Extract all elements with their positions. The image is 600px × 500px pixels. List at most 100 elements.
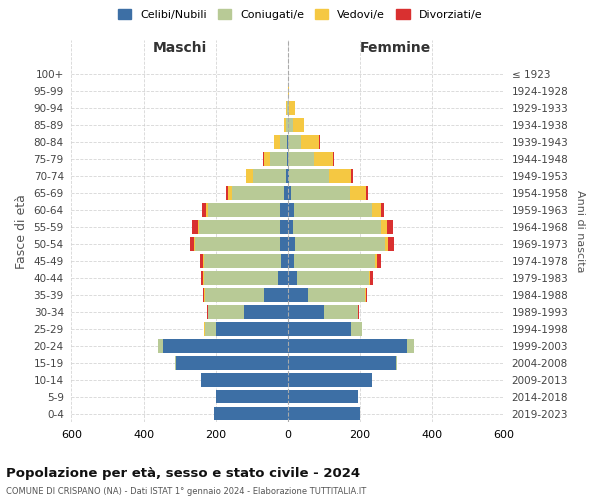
Bar — [380, 204, 384, 216]
Bar — [287, 322, 351, 336]
Bar — [287, 204, 294, 216]
Bar — [287, 84, 289, 98]
Bar — [253, 170, 286, 182]
Bar — [385, 238, 388, 250]
Bar — [203, 254, 204, 268]
Y-axis label: Fasce di età: Fasce di età — [15, 194, 28, 268]
Bar — [370, 272, 373, 284]
Bar — [197, 220, 199, 234]
Bar — [175, 356, 176, 370]
Bar — [293, 118, 304, 132]
Bar — [263, 152, 264, 166]
Bar — [190, 238, 194, 250]
Bar — [287, 220, 293, 234]
Bar — [287, 102, 289, 114]
Bar — [329, 170, 351, 182]
Bar — [246, 170, 253, 182]
Bar — [289, 170, 329, 182]
Bar — [208, 204, 280, 216]
Bar — [281, 254, 287, 268]
Bar — [287, 238, 295, 250]
Bar — [407, 340, 414, 352]
Bar — [365, 288, 366, 302]
Bar — [314, 152, 334, 166]
Bar — [203, 272, 204, 284]
Bar — [226, 186, 227, 200]
Bar — [284, 118, 286, 132]
Bar — [280, 220, 287, 234]
Bar — [289, 102, 295, 114]
Bar — [205, 288, 264, 302]
Bar — [295, 238, 385, 250]
Bar — [204, 272, 278, 284]
Bar — [287, 373, 373, 386]
Bar — [215, 322, 287, 336]
Bar — [366, 186, 368, 200]
Bar — [287, 340, 407, 352]
Bar — [286, 102, 287, 114]
Bar — [290, 186, 350, 200]
Bar — [163, 340, 287, 352]
Bar — [287, 356, 396, 370]
Bar — [286, 118, 287, 132]
Bar — [301, 136, 319, 148]
Bar — [200, 254, 203, 268]
Bar — [284, 186, 287, 200]
Bar — [287, 272, 297, 284]
Bar — [195, 238, 280, 250]
Bar — [293, 220, 382, 234]
Bar — [204, 254, 281, 268]
Bar — [280, 238, 287, 250]
Bar — [350, 186, 366, 200]
Text: COMUNE DI CRISPANO (NA) - Dati ISTAT 1° gennaio 2024 - Elaborazione TUTTITALIA.I: COMUNE DI CRISPANO (NA) - Dati ISTAT 1° … — [6, 487, 366, 496]
Bar — [280, 204, 287, 216]
Bar — [278, 272, 287, 284]
Bar — [289, 136, 301, 148]
Bar — [158, 340, 163, 352]
Bar — [387, 220, 393, 234]
Bar — [382, 220, 387, 234]
Bar — [199, 220, 280, 234]
Bar — [232, 186, 284, 200]
Bar — [244, 306, 287, 318]
Bar — [369, 272, 370, 284]
Bar — [286, 170, 287, 182]
Bar — [287, 390, 358, 404]
Bar — [287, 136, 289, 148]
Text: Femmine: Femmine — [360, 42, 431, 56]
Bar — [294, 254, 375, 268]
Bar — [264, 288, 287, 302]
Bar — [351, 170, 353, 182]
Bar — [287, 306, 324, 318]
Bar — [208, 306, 244, 318]
Bar — [388, 238, 394, 250]
Y-axis label: Anni di nascita: Anni di nascita — [575, 190, 585, 272]
Bar — [289, 152, 314, 166]
Bar — [351, 322, 362, 336]
Bar — [202, 204, 206, 216]
Bar — [280, 136, 287, 148]
Bar — [271, 152, 287, 166]
Bar — [308, 288, 365, 302]
Bar — [371, 204, 380, 216]
Bar — [203, 288, 205, 302]
Bar — [287, 288, 308, 302]
Legend: Celibi/Nubili, Coniugati/e, Vedovi/e, Divorziati/e: Celibi/Nubili, Coniugati/e, Vedovi/e, Di… — [115, 6, 485, 23]
Bar — [227, 186, 232, 200]
Bar — [287, 407, 360, 420]
Bar — [297, 272, 369, 284]
Bar — [287, 170, 289, 182]
Bar — [215, 390, 287, 404]
Bar — [264, 152, 271, 166]
Bar — [287, 254, 294, 268]
Bar — [205, 322, 215, 336]
Bar — [287, 118, 293, 132]
Bar — [294, 204, 371, 216]
Bar — [375, 254, 377, 268]
Bar — [206, 204, 208, 216]
Bar — [245, 170, 246, 182]
Bar — [396, 356, 397, 370]
Bar — [201, 373, 287, 386]
Bar — [274, 136, 280, 148]
Bar — [287, 152, 289, 166]
